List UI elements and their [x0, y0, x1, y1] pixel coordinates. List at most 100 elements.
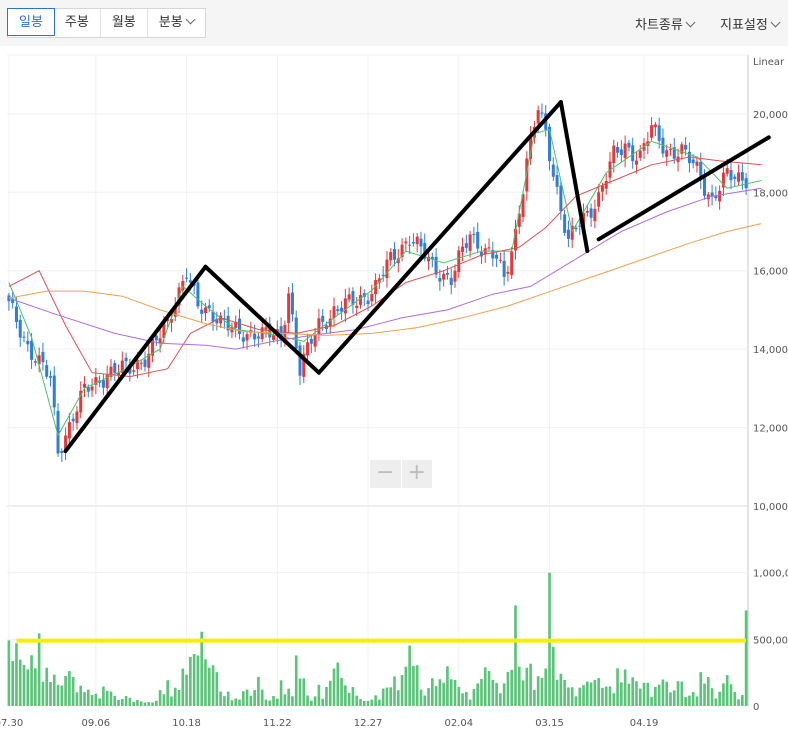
candle-body	[200, 309, 204, 314]
volume-bar	[60, 685, 64, 706]
candle-body	[491, 250, 495, 259]
volume-bar	[359, 699, 362, 706]
indicator-settings-label: 지표설정	[720, 18, 768, 33]
volume-bar	[525, 667, 529, 706]
candle-body	[445, 272, 449, 275]
ma120-line	[8, 223, 762, 336]
candle-body	[434, 256, 438, 275]
chart-type-dropdown[interactable]: 차트종류	[635, 14, 696, 33]
volume-bar	[298, 678, 302, 706]
candle-body	[14, 306, 18, 323]
candle-body	[593, 208, 597, 222]
candle-body	[476, 231, 480, 249]
candle-body	[343, 298, 347, 314]
candle-body	[423, 242, 427, 259]
volume-bar	[627, 683, 631, 706]
candle-body	[143, 359, 147, 367]
volume-bar	[173, 687, 177, 706]
price-tick-label: 16,000	[753, 267, 788, 278]
volume-bar	[143, 702, 147, 706]
volume-bar	[676, 681, 680, 706]
candle-body	[400, 244, 404, 257]
candle-body	[90, 386, 94, 391]
volume-bar	[691, 692, 695, 706]
volume-bar	[737, 699, 740, 706]
volume-bar	[665, 681, 669, 706]
candle-body	[536, 110, 540, 124]
volume-bar	[185, 674, 188, 706]
volume-bar	[147, 702, 151, 706]
period-weekly-button[interactable]: 주봉	[54, 9, 101, 37]
volume-bar	[189, 656, 192, 706]
candle-body	[638, 150, 642, 158]
candle-body	[517, 213, 521, 228]
candle-body	[506, 271, 510, 274]
candle-body	[30, 340, 34, 360]
candle-body	[627, 142, 631, 148]
candle-body	[340, 307, 344, 312]
candle-body	[166, 319, 170, 322]
volume-bar	[264, 699, 268, 706]
volume-bar	[132, 701, 135, 706]
candle-body	[366, 300, 370, 305]
volume-bar	[11, 661, 14, 706]
zoom-in-button[interactable]: +	[400, 460, 433, 488]
volume-bar	[325, 686, 328, 706]
volume-tick-label: 500,000	[753, 635, 788, 646]
candle-body	[298, 345, 302, 376]
candle-body	[737, 172, 741, 182]
volume-bar	[589, 682, 593, 706]
candle-body	[419, 238, 423, 247]
candle-body	[101, 379, 105, 388]
period-minute-dropdown[interactable]: 분봉	[148, 9, 205, 37]
volume-bar	[139, 701, 143, 706]
period-daily-button[interactable]: 일봉	[7, 8, 55, 36]
volume-bar	[226, 691, 230, 706]
volume-bar	[219, 691, 222, 706]
candle-body	[415, 236, 419, 245]
volume-bar	[249, 695, 253, 706]
volume-bar	[446, 666, 449, 706]
candle-body	[703, 177, 707, 196]
candle-body	[37, 355, 41, 365]
candle-body	[158, 338, 162, 344]
candle-body	[351, 291, 355, 305]
volume-bar	[109, 691, 113, 706]
zoom-out-button[interactable]: −	[376, 460, 395, 485]
volume-bar	[120, 698, 124, 706]
candle-body	[430, 256, 434, 260]
candle-body	[396, 258, 400, 264]
volume-bar	[15, 643, 18, 706]
volume-bar	[272, 696, 275, 706]
volume-bar	[306, 695, 309, 706]
volume-bar	[544, 668, 548, 706]
volume-bar	[744, 610, 748, 706]
candle-body	[147, 353, 151, 368]
stock-chart[interactable]: 10,000 12,000 14,000 16,000 18,000 20,000 Line…	[0, 46, 788, 731]
volume-bar	[510, 669, 514, 706]
candle-body	[256, 336, 260, 339]
volume-bar	[688, 695, 691, 706]
volume-bar	[438, 679, 442, 706]
volume-bar	[393, 676, 396, 706]
volume-bar	[423, 695, 427, 706]
candle-body	[684, 144, 688, 150]
volume-bar	[714, 698, 718, 706]
candle-body	[438, 278, 442, 282]
volume-bar	[207, 667, 211, 706]
volume-bar	[472, 689, 476, 706]
candle-body	[653, 124, 657, 128]
volume-bar	[419, 689, 423, 706]
volume-bar	[313, 696, 317, 706]
volume-bar	[412, 665, 415, 706]
candle-body	[619, 149, 623, 156]
candle-body	[332, 306, 336, 319]
candle-body	[347, 294, 351, 300]
candle-body	[665, 150, 669, 157]
chart-type-label: 차트종류	[635, 18, 683, 33]
candle-body	[585, 210, 589, 213]
candle-body	[578, 225, 582, 227]
indicator-settings-dropdown[interactable]: 지표설정	[720, 14, 781, 33]
volume-bar	[638, 688, 642, 706]
period-monthly-button[interactable]: 월봉	[101, 9, 148, 37]
